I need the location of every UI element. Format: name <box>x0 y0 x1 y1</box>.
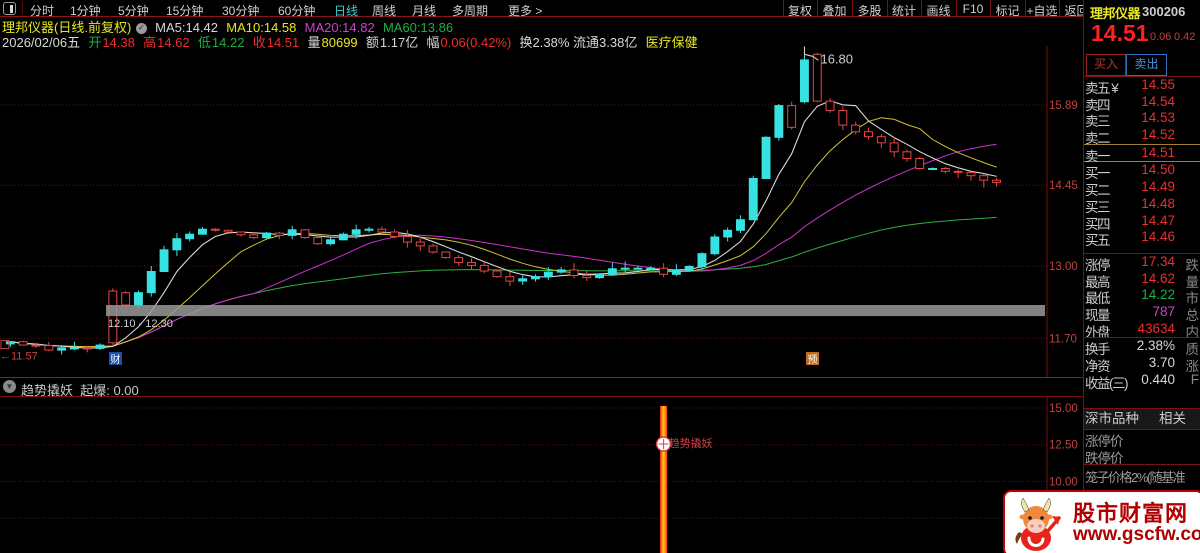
svg-text:15.89: 15.89 <box>1049 100 1078 112</box>
svg-text:预: 预 <box>808 354 818 366</box>
svg-text:12.50: 12.50 <box>1049 440 1078 452</box>
svg-text:15.00: 15.00 <box>1049 403 1078 415</box>
svg-text:11.70: 11.70 <box>1049 333 1077 345</box>
svg-text:13.00: 13.00 <box>1049 261 1078 273</box>
svg-text:14.45: 14.45 <box>1049 180 1078 192</box>
svg-text:10.00: 10.00 <box>1049 476 1078 488</box>
svg-text:趋势撬妖: 趋势撬妖 <box>669 436 713 450</box>
svg-text:16.80: 16.80 <box>820 51 853 66</box>
svg-text:←11.57: ←11.57 <box>0 351 38 363</box>
svg-text:12.10 - 12.30: 12.10 - 12.30 <box>108 318 173 330</box>
svg-text:财: 财 <box>111 353 121 366</box>
